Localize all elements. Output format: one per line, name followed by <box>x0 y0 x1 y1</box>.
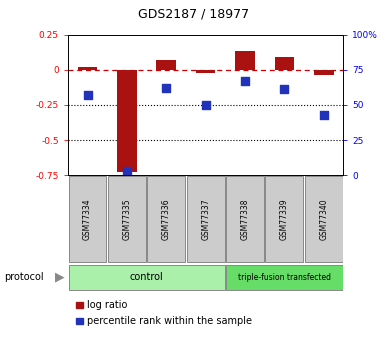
Text: GSM77339: GSM77339 <box>280 198 289 240</box>
Text: GSM77335: GSM77335 <box>123 198 132 240</box>
Text: GDS2187 / 18977: GDS2187 / 18977 <box>139 7 249 20</box>
Point <box>242 78 248 84</box>
Point <box>163 85 170 91</box>
FancyBboxPatch shape <box>305 176 343 262</box>
Bar <box>235 51 255 70</box>
Point <box>124 168 130 174</box>
Text: ▶: ▶ <box>55 271 65 284</box>
Bar <box>196 70 215 72</box>
FancyBboxPatch shape <box>226 176 264 262</box>
Text: control: control <box>130 273 163 282</box>
Bar <box>117 70 137 172</box>
Bar <box>275 57 294 70</box>
Text: triple-fusion transfected: triple-fusion transfected <box>238 273 331 282</box>
FancyBboxPatch shape <box>226 265 343 290</box>
Point <box>320 112 327 118</box>
Bar <box>156 60 176 70</box>
FancyBboxPatch shape <box>108 176 146 262</box>
Text: GSM77334: GSM77334 <box>83 198 92 240</box>
Text: percentile rank within the sample: percentile rank within the sample <box>87 316 251 326</box>
Text: GSM77336: GSM77336 <box>162 198 171 240</box>
Text: GSM77340: GSM77340 <box>319 198 328 240</box>
Bar <box>314 70 334 75</box>
Text: protocol: protocol <box>4 273 43 282</box>
Point <box>85 92 91 98</box>
Point <box>281 87 288 92</box>
FancyBboxPatch shape <box>69 176 106 262</box>
Text: GSM77337: GSM77337 <box>201 198 210 240</box>
FancyBboxPatch shape <box>265 176 303 262</box>
Point <box>203 102 209 108</box>
Bar <box>78 67 97 70</box>
FancyBboxPatch shape <box>187 176 225 262</box>
FancyBboxPatch shape <box>147 176 185 262</box>
Text: log ratio: log ratio <box>87 300 127 310</box>
Text: GSM77338: GSM77338 <box>241 198 249 240</box>
FancyBboxPatch shape <box>69 265 225 290</box>
